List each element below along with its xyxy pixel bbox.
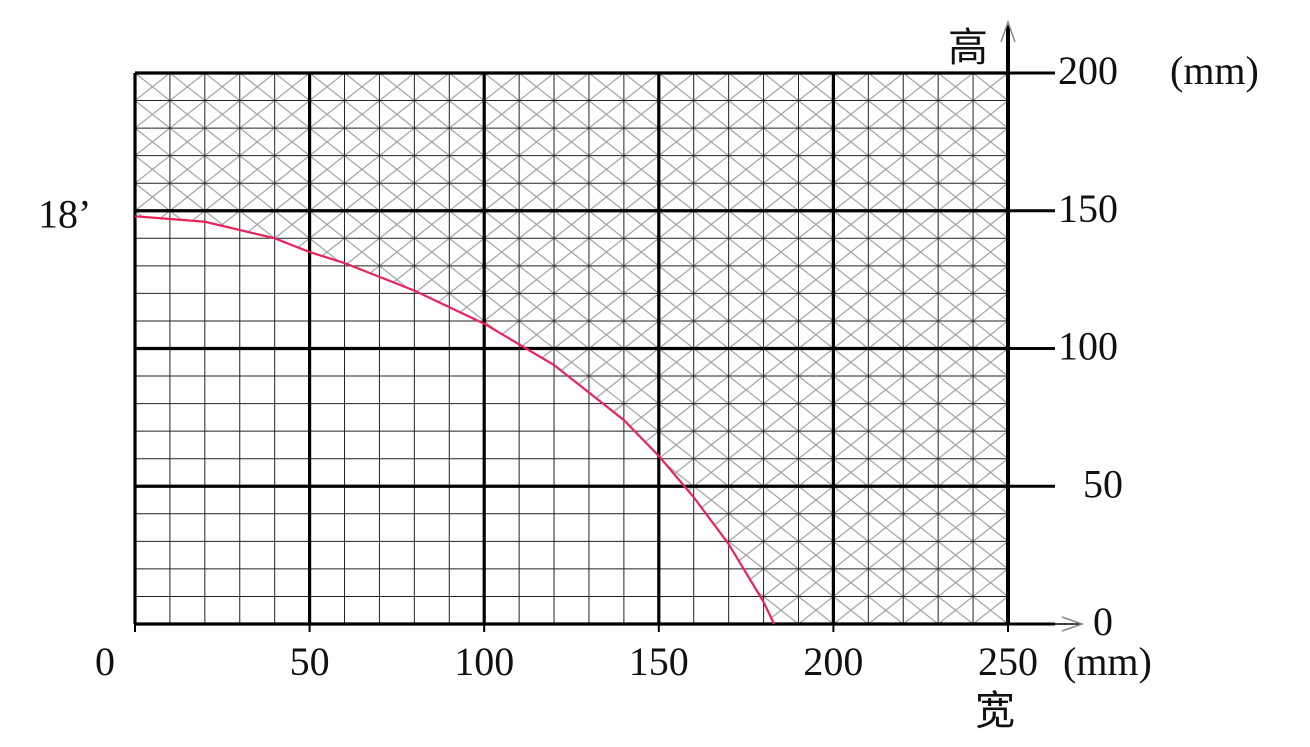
x-arrow (1061, 616, 1085, 632)
x-tick-label: 50 (290, 639, 330, 684)
x-tick-label: 200 (803, 639, 863, 684)
y-unit: (mm) (1170, 48, 1259, 93)
y-tick-label: 50 (1083, 461, 1123, 506)
x-unit: (mm) (1063, 639, 1152, 684)
curve (134, 215, 776, 625)
y-tick-label: 0 (1093, 599, 1113, 644)
x-tick-label: 250 (978, 639, 1038, 684)
y-tick-label: 100 (1058, 324, 1118, 369)
x-tick-label: 100 (454, 639, 514, 684)
series-label: 18’ (38, 191, 91, 236)
y-tick-label: 200 (1058, 48, 1118, 93)
x-tick-label: 150 (629, 639, 689, 684)
y-axis-label: 高 (948, 25, 988, 70)
x-tick-label: 0 (95, 639, 115, 684)
x-axis-label: 宽 (975, 688, 1015, 733)
y-arrow (1000, 19, 1016, 43)
y-tick-label: 150 (1058, 186, 1118, 231)
